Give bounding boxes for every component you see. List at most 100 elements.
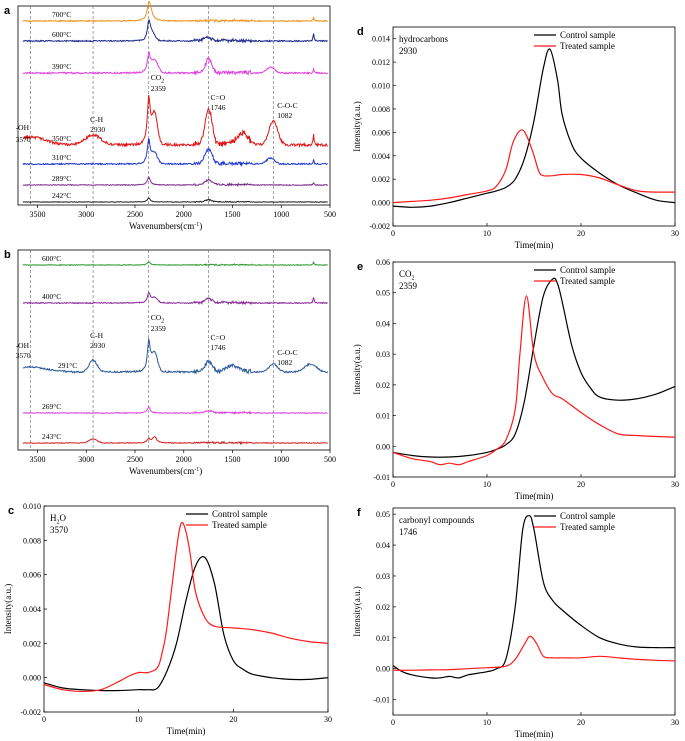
spectrum-310°C (22, 137, 328, 168)
temperature-label-310°C: 310°C (52, 153, 71, 162)
y-axis-label: Intensity(a.u.) (3, 584, 13, 634)
y-tick-label-0.006: 0.006 (372, 128, 390, 137)
band-number-1082: 1082 (277, 358, 292, 367)
temperature-label-390°C: 390°C (52, 62, 71, 71)
x-tick-label-500: 500 (324, 210, 336, 219)
series-line-control-sample (392, 277, 676, 458)
panel-f: 0 10 20 30 -0.01 0.00 0.01 0.02 0.03 0.04 0.05 Time… (352, 507, 679, 739)
temperature-label-600°C: 600°C (52, 30, 71, 39)
band-number-3570: 3570 (16, 135, 31, 144)
spectrum-242°C (22, 197, 328, 204)
series-title: hydrocarbons (399, 34, 448, 44)
spectrum-400°C (22, 291, 328, 306)
band-label-3570: -OH (16, 341, 30, 350)
y-tick-label-0.03: 0.03 (376, 572, 390, 581)
x-tick-label-20: 20 (577, 229, 585, 238)
temperature-label-289°C: 289°C (52, 174, 71, 183)
x-tick-label-1000: 1000 (273, 455, 289, 464)
panel-b: 3500 3000 2500 2000 1500 1000 500 Wavenumbers(c… (4, 249, 336, 476)
y-tick-label-0.008: 0.008 (372, 105, 390, 114)
series-line-treated-sample (392, 129, 676, 204)
x-tick-label-3500: 3500 (30, 210, 46, 219)
spectrum-350°C (22, 94, 328, 149)
x-tick-label-1500: 1500 (225, 455, 241, 464)
y-tick-label-0.05: 0.05 (376, 510, 390, 519)
temperature-label-269°C: 269°C (42, 402, 61, 411)
panel-label: d (357, 26, 364, 38)
panel-label: f (357, 507, 361, 519)
spectrum-600°C (22, 19, 328, 44)
legend-label-treated-sample: Treated sample (560, 522, 615, 532)
band-label-2930: C-H (90, 115, 104, 124)
y-tick-label-0.012: 0.012 (372, 58, 390, 67)
band-number-1746: 1746 (211, 103, 226, 112)
x-axis-label: Time(min) (515, 491, 554, 501)
y-tick-label-0.010: 0.010 (23, 502, 41, 511)
temperature-label-243°C: 243°C (42, 432, 61, 441)
series-line-control-sample (392, 48, 676, 208)
series-title: H2O (50, 513, 67, 526)
x-tick-label-30: 30 (324, 715, 332, 724)
y-tick-label-0.06: 0.06 (376, 258, 390, 267)
band-label-3570: -OH (16, 123, 30, 132)
plot-frame (392, 261, 676, 478)
panel-label: e (357, 261, 363, 273)
x-tick-label-3500: 3500 (30, 455, 46, 464)
plot-frame (392, 507, 676, 716)
y-tick-label-0.014: 0.014 (372, 35, 390, 44)
panel-label: b (4, 249, 11, 261)
spectrum-289°C (22, 175, 329, 188)
y-tick-label-0.05: 0.05 (376, 289, 390, 298)
y-tick-label-0.02: 0.02 (376, 381, 390, 390)
legend-label-treated-sample: Treated sample (560, 276, 615, 286)
x-tick-label-1500: 1500 (225, 210, 241, 219)
y-tick-label-0.04: 0.04 (376, 541, 390, 550)
x-tick-label-0: 0 (391, 718, 395, 727)
plot-frame (392, 26, 676, 227)
series-title-number: 3570 (50, 525, 69, 535)
x-tick-label-20: 20 (577, 480, 585, 489)
legend-label-control-sample: Control sample (560, 265, 615, 275)
y-tick-label--0.002: -0.002 (20, 708, 41, 717)
series-title-number: 2359 (399, 281, 418, 291)
band-label-1082: C-O-C (277, 101, 297, 110)
y-tick-label-0.000: 0.000 (372, 199, 390, 208)
x-tick-label-20: 20 (229, 715, 237, 724)
x-tick-label-3000: 3000 (78, 210, 94, 219)
x-tick-label-30: 30 (671, 480, 679, 489)
band-number-2359: 2359 (151, 324, 166, 333)
band-label-1746: C=O (211, 333, 226, 342)
temperature-label-350°C: 350°C (52, 134, 71, 143)
legend-label-control-sample: Control sample (560, 511, 615, 521)
y-axis-label: Intensity(a.u.) (352, 344, 362, 394)
series-title: CO2 (399, 269, 415, 282)
y-tick-label-0.00: 0.00 (376, 665, 390, 674)
x-tick-label-20: 20 (577, 718, 585, 727)
x-tick-label-0: 0 (391, 229, 395, 238)
y-tick-label-0.008: 0.008 (23, 536, 41, 545)
band-label-2930: C-H (90, 331, 104, 340)
panel-label: c (8, 505, 14, 517)
temperature-label-291°C: 291°C (58, 361, 77, 370)
band-number-2930: 2930 (90, 125, 105, 134)
band-label-1746: C=O (211, 93, 226, 102)
y-tick-label-0.004: 0.004 (372, 152, 390, 161)
band-number-3570: 3570 (16, 351, 31, 360)
spectrum-390°C (22, 50, 329, 76)
y-tick-label-0.04: 0.04 (376, 319, 390, 328)
spectrum-700°C (22, 0, 329, 24)
x-axis-label: Wavenumbers(cm-1) (129, 466, 202, 476)
temperature-label-600°C: 600°C (42, 254, 61, 263)
x-tick-label-2500: 2500 (127, 210, 143, 219)
x-tick-label-10: 10 (483, 229, 491, 238)
plot-frame (17, 5, 331, 206)
x-tick-label-10: 10 (483, 480, 491, 489)
x-axis-label: Time(min) (515, 729, 554, 739)
spectrum-269°C (22, 405, 328, 416)
spectrum-291°C (22, 337, 329, 375)
y-tick-label-0.03: 0.03 (376, 350, 390, 359)
panel-d: 0 10 20 30 -0.002 0.000 0.002 0.004 0.006 0.008 0.… (352, 26, 679, 250)
x-tick-label-30: 30 (671, 718, 679, 727)
x-tick-label-500: 500 (324, 455, 336, 464)
y-tick-label-0.00: 0.00 (376, 442, 390, 451)
